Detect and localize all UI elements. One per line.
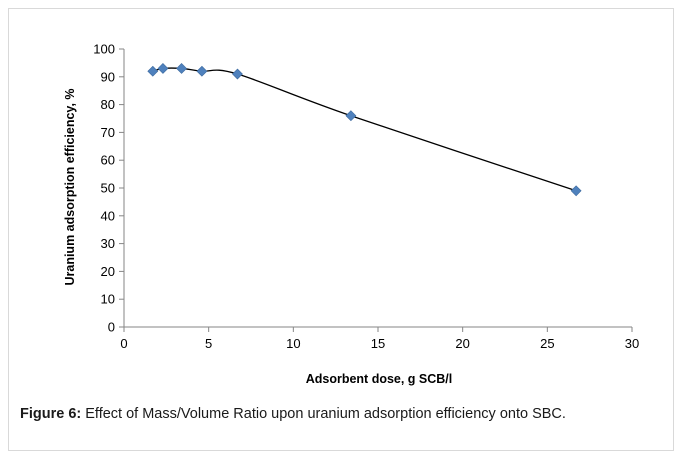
series-line — [152, 67, 577, 192]
x-axis-label: Adsorbent dose, g SCB/l — [306, 372, 453, 386]
caption-text: Effect of Mass/Volume Ratio upon uranium… — [81, 406, 566, 422]
y-tick-label: 0 — [108, 320, 115, 335]
y-tick-label: 70 — [101, 125, 115, 140]
y-tick-label: 100 — [93, 42, 115, 57]
y-tick-label: 60 — [101, 153, 115, 168]
axes — [119, 48, 633, 332]
x-tick-label: 25 — [540, 336, 554, 351]
y-axis-label: Uranium adsorption efficiency, % — [63, 88, 77, 285]
x-tick-label: 10 — [286, 336, 300, 351]
figure-caption: Figure 6: Effect of Mass/Volume Ratio up… — [20, 405, 660, 424]
x-tick-label: 0 — [120, 336, 127, 351]
x-tick-label: 20 — [455, 336, 469, 351]
x-tick-label: 15 — [371, 336, 385, 351]
y-tick-label: 80 — [101, 97, 115, 112]
series-markers — [147, 63, 582, 197]
data-point-marker — [176, 63, 187, 74]
y-tick-label: 90 — [101, 69, 115, 84]
x-tick-label: 5 — [205, 336, 212, 351]
figure-frame — [8, 8, 674, 451]
caption-label: Figure 6: — [20, 406, 82, 422]
x-tick-label: 30 — [625, 336, 639, 351]
data-point-marker — [157, 63, 169, 74]
data-point-marker — [196, 65, 208, 77]
y-tick-label: 50 — [101, 181, 115, 196]
y-tick-label: 10 — [101, 292, 115, 307]
data-point-marker — [147, 65, 159, 77]
y-tick-label: 40 — [101, 208, 115, 223]
data-point-marker — [570, 185, 582, 197]
y-tick-label: 30 — [101, 236, 115, 251]
tick-labels: 0 10 20 30 40 50 60 70 80 90 100 0 5 10 15 20 25 30 — [93, 42, 639, 352]
chart: 0 10 20 30 40 50 60 70 80 90 100 0 5 10 15 20 25 30 Adsor… — [63, 42, 639, 387]
y-tick-label: 20 — [101, 264, 115, 279]
data-point-marker — [345, 110, 357, 122]
data-point-marker — [232, 68, 243, 80]
